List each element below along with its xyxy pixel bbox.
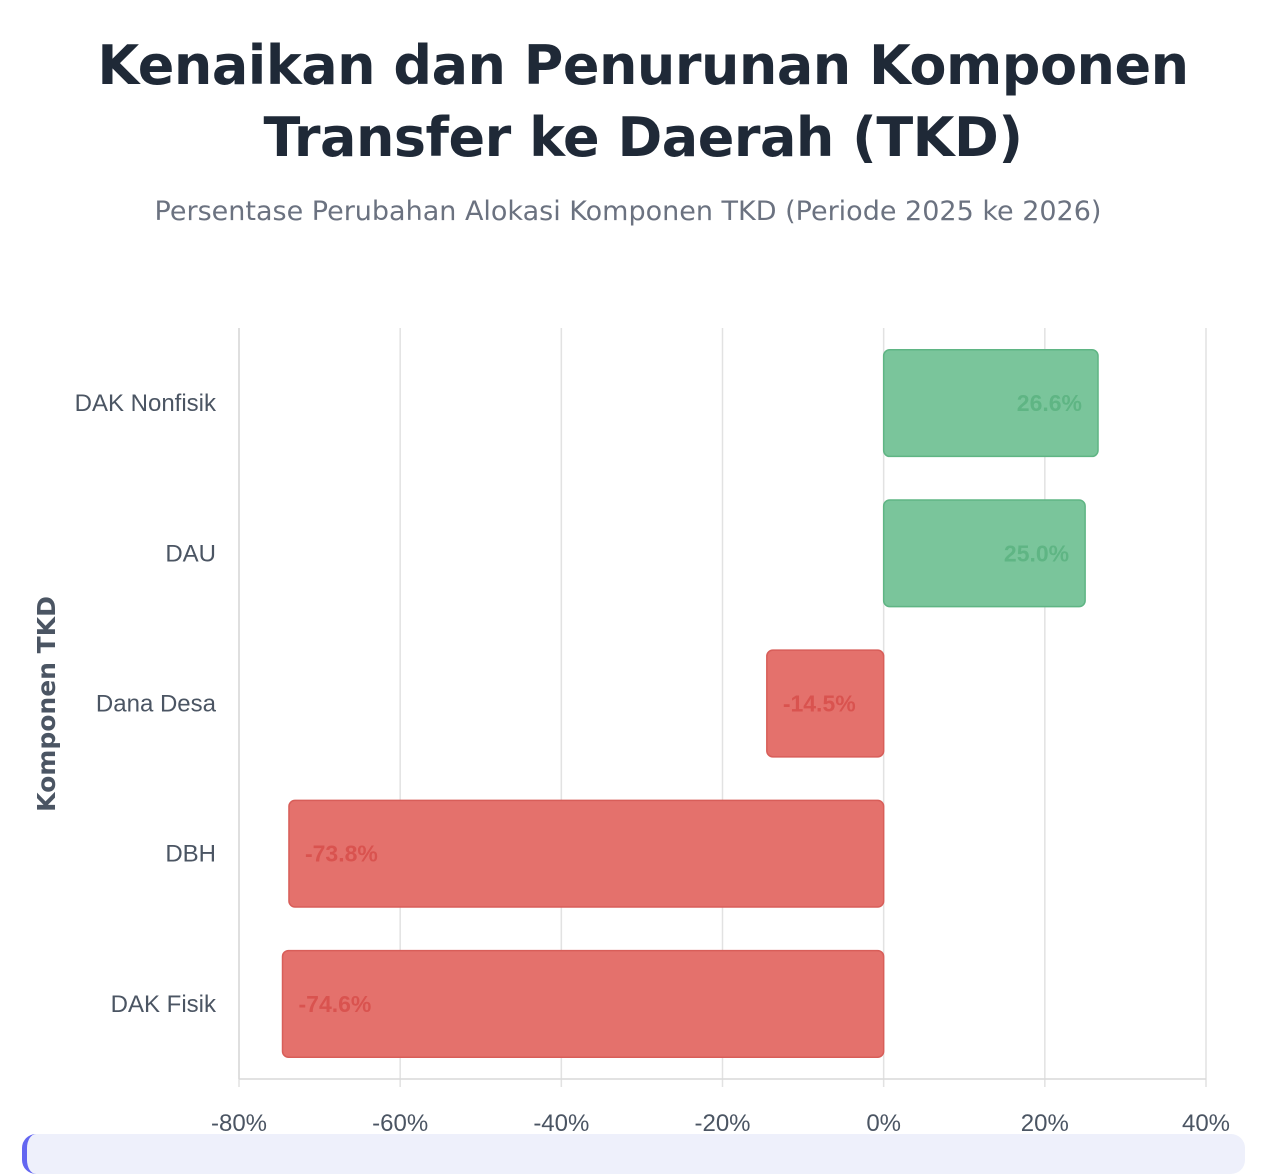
bars — [281, 349, 1099, 1058]
data-label: -74.6% — [299, 991, 372, 1017]
bar — [281, 949, 885, 1058]
x-tick-label: -80% — [211, 1110, 267, 1137]
labels: -80% -60% -40% -20% 0% 20% 40% DAK Nonfisik 26.6… — [75, 390, 1230, 1137]
data-label: 25.0% — [1004, 540, 1069, 566]
x-tick-label: 0% — [866, 1110, 901, 1137]
x-tick-label: -20% — [694, 1110, 750, 1137]
x-tick-label: 40% — [1182, 1110, 1230, 1137]
chart-subtitle: Persentase Perubahan Alokasi Komponen TK… — [154, 196, 1102, 227]
category-label: DAU — [165, 540, 216, 567]
category-label: DBH — [165, 841, 216, 868]
x-tick-label: -60% — [372, 1110, 428, 1137]
data-label: -73.8% — [305, 841, 378, 867]
chart-title: Kenaikan dan Penurunan Komponen Transfer… — [0, 30, 1286, 174]
data-label: 26.6% — [1017, 390, 1082, 416]
bar — [288, 799, 885, 908]
data-label: -14.5% — [783, 691, 856, 717]
category-label: Dana Desa — [96, 691, 217, 718]
bar — [766, 649, 885, 758]
bar — [882, 349, 1099, 458]
category-label: DAK Nonfisik — [75, 390, 217, 417]
axes — [238, 328, 1206, 1080]
bar — [882, 499, 1086, 608]
x-tick-label: -40% — [533, 1110, 589, 1137]
x-tick-label: 20% — [1021, 1110, 1069, 1137]
chart-title-line-2: Transfer ke Daerah (TKD) — [263, 106, 1023, 169]
chart-title-line-1: Kenaikan dan Penurunan Komponen — [97, 34, 1189, 97]
y-axis-title: Komponen TKD — [32, 596, 61, 812]
info-card — [22, 1134, 1245, 1174]
category-label: DAK Fisik — [111, 991, 217, 1018]
